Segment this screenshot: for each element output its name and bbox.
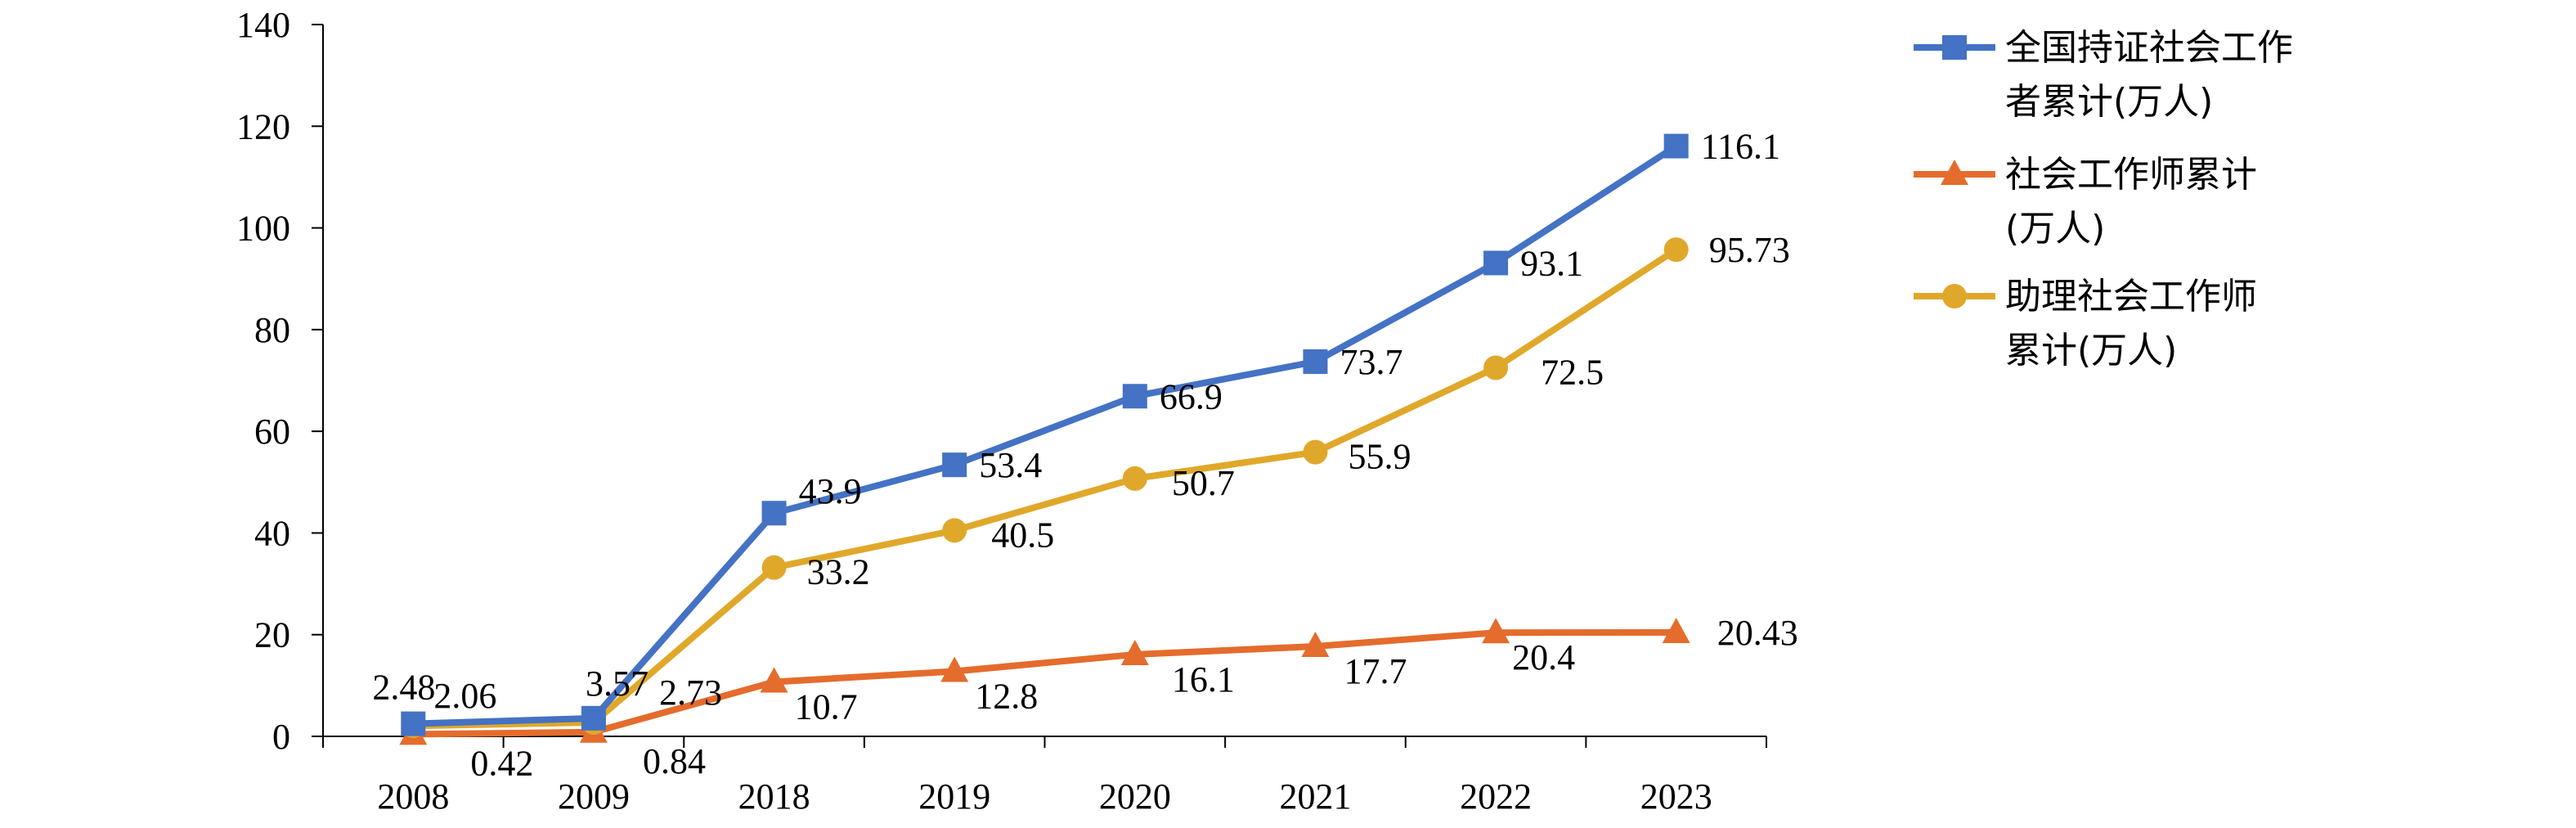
x-tick-label: 2019	[918, 776, 990, 817]
marker-triangle	[940, 656, 969, 682]
data-label: 116.1	[1701, 127, 1780, 167]
data-label: 55.9	[1348, 437, 1411, 477]
marker-triangle	[1120, 639, 1149, 665]
series-line	[413, 246, 1678, 730]
marker-square	[1303, 349, 1328, 375]
x-tick-label: 2021	[1279, 776, 1351, 817]
y-tick-label: 120	[236, 106, 290, 146]
series-line	[413, 143, 1678, 727]
data-label: 2.73	[659, 673, 722, 713]
marker-square	[761, 501, 787, 526]
marker-square	[1663, 133, 1689, 159]
data-label: 43.9	[799, 471, 862, 511]
data-label: 40.5	[991, 515, 1054, 555]
y-tick-label: 40	[254, 513, 290, 553]
y-tick-label: 60	[254, 412, 290, 452]
marker-square	[581, 705, 606, 731]
legend-label: 者累计(万人)	[2005, 81, 2213, 123]
data-label: 2.06	[433, 676, 496, 716]
data-label: 20.4	[1512, 637, 1575, 677]
marker-circle	[1942, 284, 1967, 308]
data-label: 72.5	[1541, 352, 1604, 392]
marker-square	[1122, 384, 1147, 409]
x-tick-label: 2022	[1460, 776, 1532, 817]
data-label: 2.48	[372, 668, 435, 708]
data-label: 0.42	[470, 743, 533, 783]
data-label: 33.2	[807, 552, 870, 592]
marker-triangle	[1662, 618, 1690, 644]
marker-triangle	[760, 667, 788, 693]
data-label: 93.1	[1520, 243, 1583, 283]
x-tick-label: 2008	[377, 776, 449, 817]
data-label: 66.9	[1160, 376, 1223, 416]
x-tick-label: 2018	[738, 776, 810, 817]
marker-square	[1483, 250, 1509, 276]
data-label: 16.1	[1172, 659, 1235, 700]
marker-circle	[1483, 355, 1509, 380]
marker-square	[942, 452, 967, 478]
legend-item-1: 社会工作师累计 (万人)	[1914, 154, 2257, 250]
marker-circle	[761, 555, 787, 580]
y-tick-label: 80	[254, 310, 290, 350]
data-label: 3.57	[586, 664, 648, 704]
x-tick-label: 2020	[1099, 776, 1171, 817]
x-tick-label: 2023	[1640, 776, 1712, 817]
legend-label: (万人)	[2005, 208, 2105, 250]
legend-label: 全国持证社会工作	[2005, 27, 2293, 69]
data-labels: 2.48 3.57 43.9 53.4 66.9 73.7 93.1 116.1 0.42 0.8…	[372, 127, 1797, 784]
marker-circle	[1303, 439, 1328, 465]
series-1	[399, 618, 1690, 745]
marker-circle	[1122, 466, 1147, 491]
data-label: 12.8	[975, 676, 1038, 716]
marker-square	[1942, 35, 1967, 60]
marker-triangle	[1482, 618, 1510, 644]
legend-label: 助理社会工作师	[2005, 276, 2257, 317]
data-label: 17.7	[1344, 651, 1407, 691]
marker-square	[401, 711, 426, 736]
series-layer	[399, 133, 1690, 745]
legend-label: 社会工作师累计	[2005, 154, 2257, 196]
data-label: 95.73	[1709, 230, 1790, 270]
series-line	[413, 629, 1676, 738]
data-label: 10.7	[795, 687, 858, 727]
x-tick-label: 2009	[558, 776, 630, 817]
axes: 0 20 40 60 80 100 120 140 2008 2009 2018 2019 2020 20…	[236, 5, 1767, 817]
data-label: 20.43	[1717, 613, 1798, 653]
y-tick-label: 140	[236, 5, 290, 45]
y-tick-label: 100	[236, 209, 290, 249]
data-label: 0.84	[643, 741, 706, 781]
y-tick-label: 20	[254, 615, 290, 655]
data-label: 50.7	[1172, 463, 1235, 503]
data-label: 73.7	[1340, 342, 1402, 382]
data-label: 53.4	[979, 445, 1042, 485]
marker-circle	[1663, 237, 1689, 263]
marker-triangle	[1301, 632, 1330, 658]
legend-label: 累计(万人)	[2005, 330, 2177, 371]
y-tick-label: 0	[272, 717, 290, 757]
marker-circle	[942, 518, 967, 543]
marker-triangle	[1941, 160, 1968, 185]
series-0	[401, 133, 1689, 736]
